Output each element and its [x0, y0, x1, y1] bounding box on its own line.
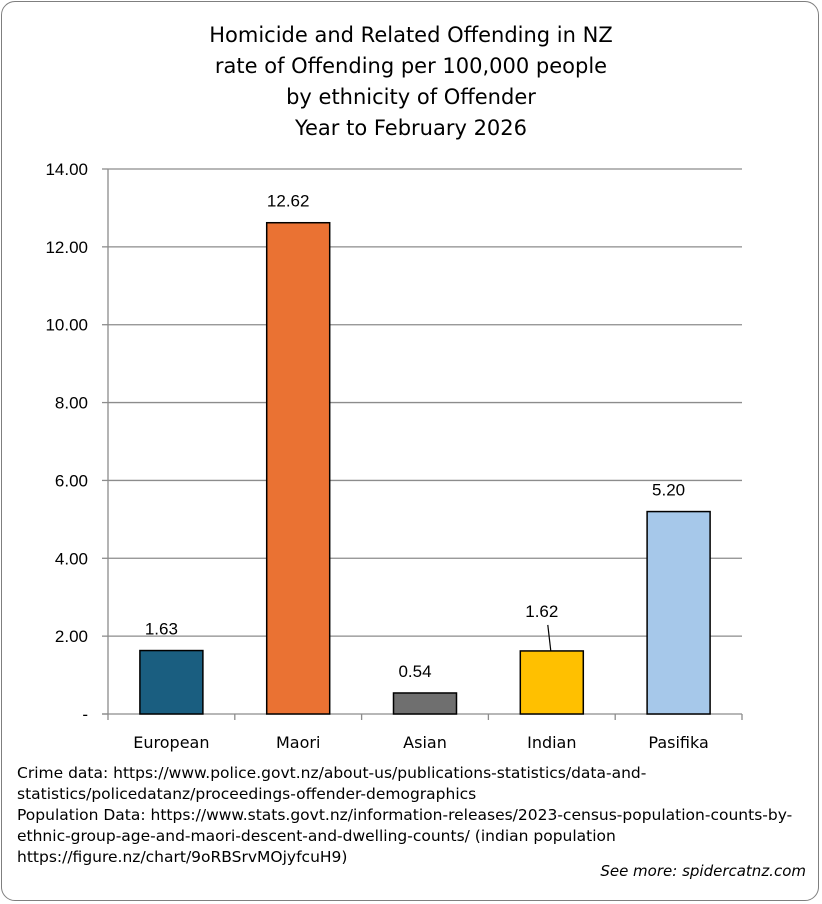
x-tick-label: European: [133, 733, 209, 752]
data-label: 1.62: [525, 602, 558, 621]
title-line-2: rate of Offending per 100,000 people: [214, 54, 608, 78]
source-line-3: Population Data: https://www.stats.govt.…: [17, 806, 793, 824]
y-tick-label: 2.00: [55, 627, 88, 646]
data-label: 5.20: [652, 481, 685, 500]
x-tick-label: Pasifika: [648, 733, 708, 752]
y-tick-label: 4.00: [55, 549, 88, 568]
bar: [139, 649, 204, 715]
x-tick-label: Asian: [403, 733, 447, 752]
source-line-2: statistics/policedatanz/proceedings-offe…: [17, 785, 477, 803]
y-tick-label: 8.00: [55, 394, 88, 413]
see-more-credit: See more: spidercatnz.com: [600, 862, 806, 880]
y-tick-label: 12.00: [45, 238, 88, 257]
title-line-4: Year to February 2026: [294, 116, 528, 140]
data-label: 1.63: [145, 620, 178, 639]
title-line-1: Homicide and Related Offending in NZ: [209, 23, 613, 47]
data-label: 0.54: [398, 662, 431, 681]
x-tick-label: Indian: [527, 733, 576, 752]
bar: [646, 510, 711, 715]
data-label: 12.62: [267, 192, 310, 211]
source-notes: Crime data: https://www.police.govt.nz/a…: [17, 763, 812, 868]
source-line-1: Crime data: https://www.police.govt.nz/a…: [17, 764, 647, 782]
y-tick-label: 14.00: [45, 160, 88, 179]
bar: [519, 650, 585, 715]
source-line-4: ethnic-group-age-and-maori-descent-and-d…: [17, 827, 616, 845]
y-tick-label: -: [82, 705, 88, 724]
bar: [392, 692, 458, 715]
x-tick-label: Maori: [276, 733, 320, 752]
y-tick-label: 10.00: [45, 316, 88, 335]
source-line-5: https://figure.nz/chart/9oRBSrvMOjyfcuH9…: [17, 848, 348, 866]
title-line-3: by ethnicity of Offender: [286, 85, 536, 109]
y-tick-label: 6.00: [55, 471, 88, 490]
chart-title: Homicide and Related Offending in NZ rat…: [0, 20, 822, 144]
data-label-leader: [547, 624, 552, 652]
bar: [265, 221, 331, 715]
